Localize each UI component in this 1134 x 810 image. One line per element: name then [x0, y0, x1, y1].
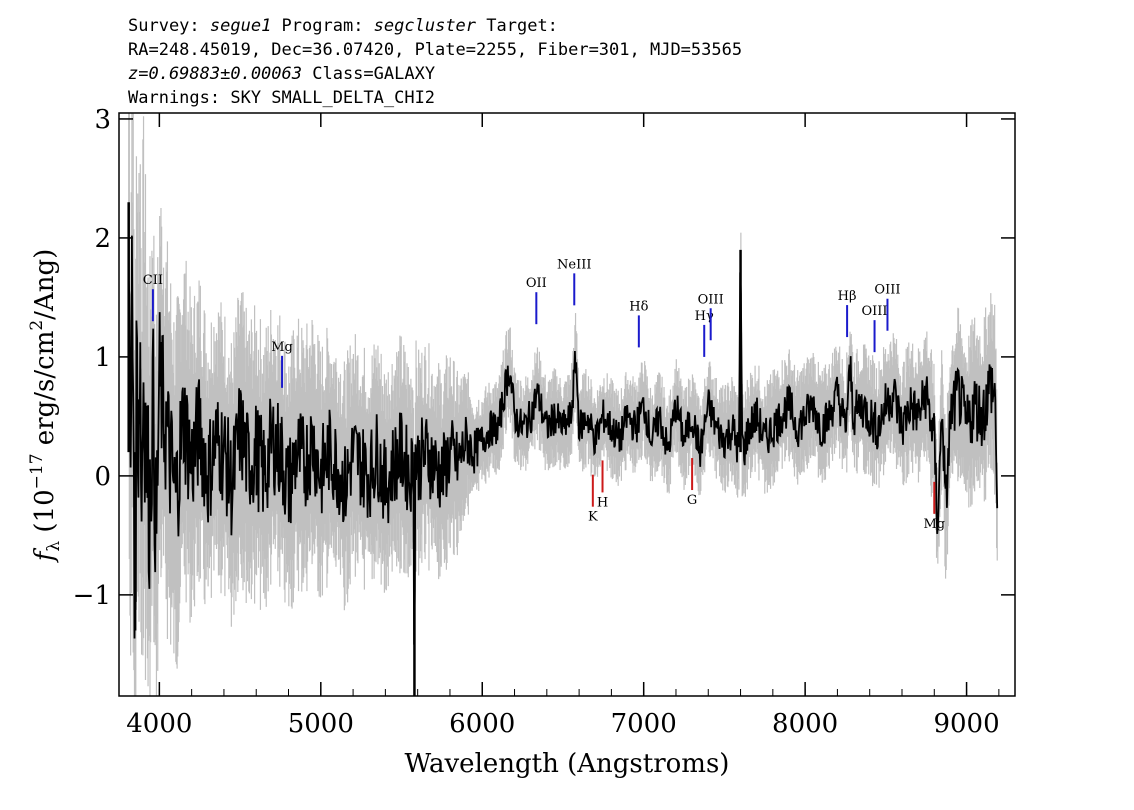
line-marker-h: H [597, 460, 608, 510]
line-marker-oiii: OIII [698, 292, 724, 341]
line-marker-label: Mg [923, 517, 945, 532]
y-axis-title: fλ (10−17 erg/s/cm2/Ang) [27, 249, 64, 564]
line-marker-label: CII [143, 273, 163, 288]
line-marker-label: Hγ [695, 309, 714, 324]
line-marker-oii: OII [526, 276, 547, 325]
x-tick-label: 5000 [288, 709, 354, 739]
flux-series [127, 235, 999, 645]
line-marker-label: Hβ [838, 289, 857, 304]
header-line-redshift: z=0.69883±0.00063 Class=GALAXY [128, 64, 435, 84]
line-marker-label: OIII [862, 304, 888, 319]
axis-ticks: 4000 5000 6000 7000 8000 9000 −1 0 1 2 3 [73, 105, 1015, 739]
y-tick-label: 0 [94, 462, 111, 492]
line-marker-g: G [687, 458, 697, 508]
x-tick-label: 8000 [772, 709, 838, 739]
header-line-coordinates: RA=248.45019, Dec=36.07420, Plate=2255, … [128, 40, 742, 60]
y-tick-label: 1 [94, 343, 111, 373]
line-marker-hγ: Hγ [695, 309, 714, 357]
line-marker-k: K [588, 474, 598, 525]
line-marker-label: NeIII [557, 257, 591, 272]
line-marker-hδ: Hδ [629, 299, 649, 348]
line-marker-mg: Mg [271, 340, 293, 388]
x-tick-label: 6000 [449, 709, 515, 739]
y-tick-label: 2 [94, 224, 111, 254]
line-marker-oiii: OIII [874, 283, 901, 331]
line-marker-neiii: NeIII [557, 257, 592, 306]
x-tick-label: 9000 [933, 709, 999, 739]
line-marker-cii: CII [143, 273, 163, 322]
line-marker-label: G [687, 493, 697, 508]
line-marker-label: H [597, 495, 608, 510]
x-axis-title: Wavelength (Angstroms) [405, 749, 730, 779]
line-marker-label: Mg [271, 340, 293, 355]
header-line-warnings: Warnings: SKY SMALL_DELTA_CHI2 [128, 88, 435, 108]
line-marker-mg: Mg [923, 481, 945, 532]
x-tick-label: 7000 [611, 709, 677, 739]
line-marker-label: Hδ [629, 299, 648, 314]
header-line-survey: Survey: segue1 Program: segcluster Targe… [128, 16, 558, 36]
y-tick-label: −1 [73, 581, 111, 611]
y-tick-label: 3 [94, 105, 111, 135]
line-marker-label: OII [526, 276, 547, 291]
x-tick-label: 4000 [126, 709, 192, 739]
line-marker-label: OIII [874, 283, 900, 298]
line-marker-label: K [588, 510, 598, 525]
line-marker-label: OIII [698, 292, 724, 307]
plot-area: CII Mg OII NeIII Hδ Hγ OIII Hβ OIII OIII KH G Mg [127, 113, 999, 696]
line-marker-oiii: OIII [862, 304, 888, 353]
plot-frame [118, 112, 1016, 697]
line-marker-hβ: Hβ [838, 289, 857, 338]
